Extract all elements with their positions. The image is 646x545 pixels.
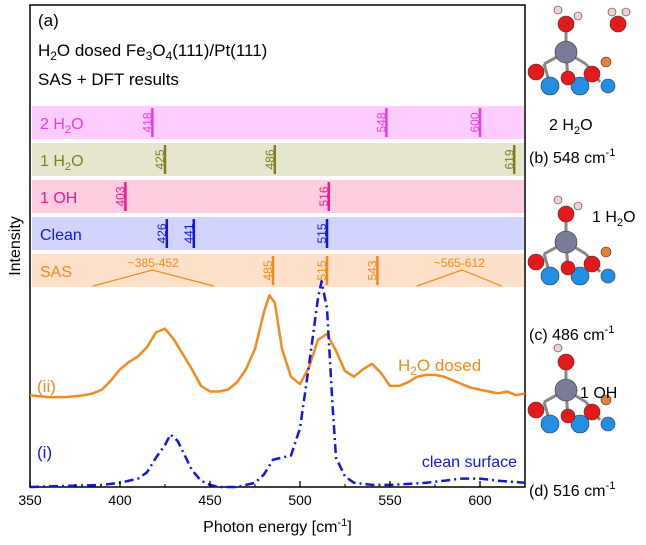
structure-caption: (b) 548 cm-1 [529,147,615,167]
fe-atom-orange [600,246,612,258]
oxygen-atom [557,205,575,223]
hydrogen-atom [573,11,583,21]
x-tick-label: 550 [378,492,402,508]
band-marker-label: 543 [366,260,380,280]
oxygen-atom [527,63,545,81]
hydrogen-atom [607,7,617,17]
plot-frame [29,4,526,488]
x-tick-label: 450 [198,492,222,508]
hydrogen-atom [553,195,563,205]
structure-species-label: 1 H2O [592,209,636,229]
oxygen-atom [583,255,601,273]
oxygen-atom [560,260,576,276]
fe-atom [540,266,560,286]
structure-caption: (c) 486 cm-1 [529,324,615,344]
band-marker-label: 403 [114,186,128,206]
hydrogen-atom [621,7,631,17]
fe-atom-orange [600,394,612,406]
band-sas [32,254,524,287]
y-axis-label: Intensity [7,216,24,276]
oxygen-atom [583,65,601,83]
oxygen-atom [560,70,576,86]
oxygen-atom [527,401,545,419]
fe-atom-center [554,230,578,254]
structure-caption: (d) 516 cm-1 [529,480,615,500]
band-marker-label: 619 [502,149,516,169]
band-label: 1 OH [40,190,77,207]
x-tick-label: 600 [468,492,492,508]
oxygen-atom [557,353,575,371]
fe-atom-orange [600,56,612,68]
band-1-h2o [32,143,524,176]
oxygen-atom [557,15,575,33]
fe-atom [570,266,590,286]
title-line-1: H2O dosed Fe3O4(111)/Pt(111) [38,41,267,63]
hydrogen-atom [553,343,563,353]
band-marker-label: 441 [182,223,196,243]
band-clean [32,217,524,250]
oxygen-atom [560,408,576,424]
band-label: 1 H2O [40,153,84,173]
x-axis-label: Photon energy [cm-1] [203,517,352,536]
fe-atom [540,414,560,434]
band-marker-label: 418 [141,112,155,132]
band-2-h2o [32,106,524,139]
x-tick-label: 400 [108,492,132,508]
hydrogen-atom [553,5,563,15]
sas-range-label: ~385-452 [128,256,179,270]
structure-species-label: 2 H2O [549,117,593,137]
band-label: SAS [40,264,72,281]
panel-label: (a) [38,11,59,30]
fe-atom [600,268,616,284]
band-1-oh [32,180,524,213]
sas-range-wedge [416,269,502,287]
sas-range-wedge [92,269,214,287]
series-name-h2o-dosed: H2O dosed [398,356,481,378]
hydrogen-atom [573,201,583,211]
oxygen-atom [527,253,545,271]
fe-atom-center [554,378,578,402]
series-name-clean: clean surface [422,454,517,471]
x-tick-label: 500 [288,492,312,508]
fe-atom [570,76,590,96]
fe-atom [540,76,560,96]
x-tick-label: 350 [18,492,42,508]
band-marker-label: 548 [375,112,389,132]
series-line-clean-surface [29,279,526,489]
sas-range-label: ~565-612 [434,256,485,270]
series-line-h2o-dosed [29,294,526,399]
band-marker-label: 515 [315,223,329,243]
band-marker-label: 516 [317,186,331,206]
structure-species-label: 1 OH [580,385,617,402]
fe-atom [570,414,590,434]
fe-atom-center [554,40,578,64]
band-marker-label: 515 [315,260,329,280]
band-label: Clean [40,227,82,244]
band-marker-label: 486 [263,149,277,169]
series-tag-ii: (ii) [37,377,56,396]
oxygen-atom [583,403,601,421]
band-marker-label: 600 [468,112,482,132]
band-marker-label: 485 [261,260,275,280]
fe-atom [600,416,616,432]
oxygen-atom [609,15,627,33]
title-line-2: SAS + DFT results [38,70,179,89]
series-tag-i: (i) [37,443,52,462]
band-marker-label: 425 [153,149,167,169]
band-label: 2 H2O [40,116,84,136]
band-marker-label: 426 [155,223,169,243]
fe-atom [600,78,616,94]
